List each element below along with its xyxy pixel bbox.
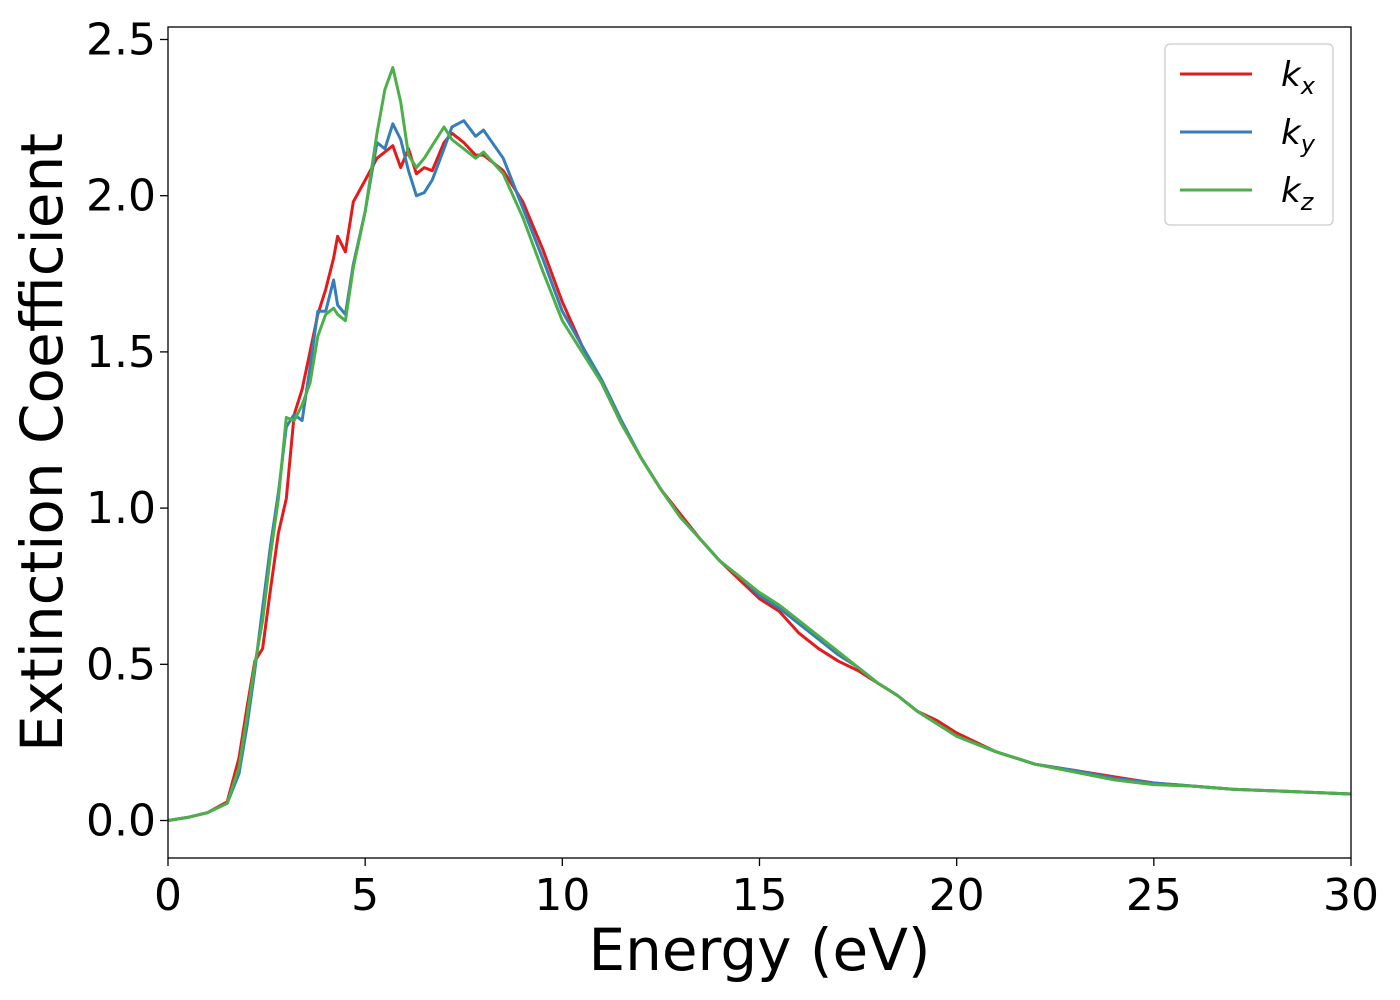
x-tick-label: 0 xyxy=(154,870,182,921)
x-tick-label: 10 xyxy=(534,870,590,921)
x-tick-label: 5 xyxy=(351,870,379,921)
y-axis-ticks: 0.0 0.5 1.0 1.5 2.0 2.5 xyxy=(86,14,168,847)
series-line-kx xyxy=(168,131,1351,822)
x-tick-label: 25 xyxy=(1126,870,1182,921)
y-tick-label: 2.5 xyxy=(86,14,156,65)
x-tick-label: 20 xyxy=(929,870,985,921)
legend-label-kx: kx xyxy=(1281,55,1316,100)
x-tick-label: 30 xyxy=(1323,870,1379,921)
y-tick-label: 1.5 xyxy=(86,327,156,378)
y-tick-label: 0.0 xyxy=(86,796,156,847)
legend-box xyxy=(1164,43,1334,226)
y-axis-title: Extinction Coefficient xyxy=(8,133,76,752)
x-tick-label: 15 xyxy=(732,870,788,921)
plot-marks xyxy=(168,66,1351,822)
series-line-kz xyxy=(168,66,1351,822)
y-tick-label: 1.0 xyxy=(86,483,156,534)
y-tick-label: 0.5 xyxy=(86,639,156,690)
series-line-ky xyxy=(168,119,1351,822)
legend: kx ky kz xyxy=(1164,43,1334,226)
legend-label-kz: kz xyxy=(1281,171,1315,216)
x-axis-ticks: 0 5 10 15 20 25 30 xyxy=(154,858,1379,921)
x-axis-title: Energy (eV) xyxy=(588,916,930,984)
legend-label-ky: ky xyxy=(1281,113,1316,158)
y-tick-label: 2.0 xyxy=(86,171,156,222)
